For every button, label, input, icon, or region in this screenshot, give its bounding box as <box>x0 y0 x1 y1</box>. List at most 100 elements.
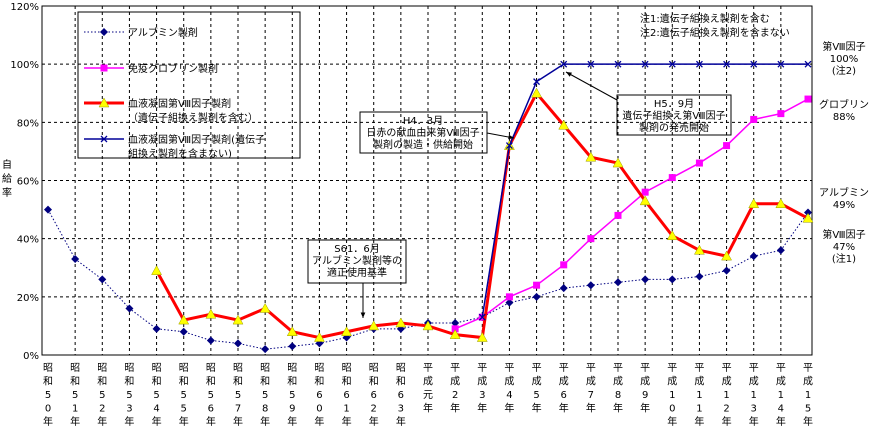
point <box>612 157 624 168</box>
x-tick-label: 平成 6 年 <box>559 363 569 415</box>
point <box>314 332 325 342</box>
point <box>749 252 758 261</box>
y-tick-label: 120% <box>10 2 39 13</box>
point <box>585 151 597 162</box>
point <box>205 308 217 319</box>
point <box>151 265 162 275</box>
note: 注2:遺伝子組換え製剤を含まない <box>640 26 790 39</box>
end-label-bg <box>816 98 870 126</box>
point <box>804 208 812 217</box>
end-label-bg <box>816 228 870 268</box>
x-tick-label: 昭和 5 1 年 <box>70 362 80 428</box>
point <box>531 87 542 98</box>
x-tick-label: 平成 3 年 <box>477 363 487 415</box>
point <box>668 60 676 68</box>
annotation: H4．3月日赤の献血由来第Ⅷ因子製剤の製造・供給開始 <box>366 115 479 151</box>
y-tick-label: 80% <box>17 118 39 129</box>
point <box>614 278 622 287</box>
point <box>775 198 787 209</box>
point <box>694 244 705 255</box>
end-label: グロブリン 88% <box>819 98 869 123</box>
x-tick-label: 昭和 5 0 年 <box>43 362 53 428</box>
point <box>614 211 622 219</box>
end-label-bg <box>816 186 870 214</box>
x-tick-label: 平成 1 4 年 <box>776 363 786 428</box>
arrow-head <box>508 134 514 140</box>
point <box>234 339 242 348</box>
annotation-box <box>307 239 407 284</box>
arrow-head <box>360 312 366 318</box>
x-tick-label: 平成 4 年 <box>504 363 514 415</box>
point <box>178 314 190 325</box>
point <box>777 60 785 68</box>
x-tick-label: 昭和 5 3 年 <box>124 362 134 428</box>
point <box>532 292 541 301</box>
y-tick-label: 60% <box>17 177 39 188</box>
series-line <box>454 98 809 330</box>
point <box>668 174 676 182</box>
point <box>666 230 678 241</box>
x-tick-label: 昭和 5 2 年 <box>97 362 107 428</box>
point <box>641 60 649 68</box>
point <box>802 212 814 223</box>
point <box>232 314 244 325</box>
x-tick-label: 昭和 5 4 年 <box>152 362 162 428</box>
point <box>722 266 731 275</box>
point <box>750 115 758 123</box>
point <box>533 281 541 289</box>
point <box>505 142 513 150</box>
point <box>639 195 651 206</box>
point <box>98 275 107 284</box>
legend-label: 免疫グロブリン製剤 <box>128 62 218 75</box>
end-label: アルブミン 49% <box>819 186 869 211</box>
point <box>723 142 731 150</box>
series-line <box>47 209 809 350</box>
x-tick-label: 昭和 6 2 年 <box>369 362 379 428</box>
x-tick-label: 平成 1 3 年 <box>749 363 759 428</box>
point <box>98 97 110 108</box>
end-label: 第Ⅷ因子 100% (注2) <box>822 40 865 77</box>
point <box>259 302 271 313</box>
end-label-bg <box>816 40 870 80</box>
point <box>614 60 622 68</box>
point <box>750 60 758 68</box>
point <box>587 60 595 68</box>
point <box>206 336 215 345</box>
x-tick-label: 昭和 6 1 年 <box>342 362 352 428</box>
x-tick-label: 平成 1 2 年 <box>722 363 732 428</box>
point <box>723 60 731 68</box>
point <box>368 320 380 331</box>
x-tick-label: 昭和 5 5 年 <box>179 362 189 428</box>
point <box>776 246 785 255</box>
x-tick-label: 平成元年 <box>423 363 433 415</box>
note: 注1:遺伝子組換え製剤を含む <box>640 12 770 25</box>
annotation: H5．9月遺伝子組換え第Ⅷ因子製剤の発売開始 <box>622 98 725 134</box>
point <box>695 60 703 68</box>
point <box>641 275 650 284</box>
y-tick-label: 100% <box>10 60 39 71</box>
point <box>125 304 134 313</box>
x-tick-label: 平成 1 5 年 <box>803 363 813 428</box>
point <box>721 250 732 261</box>
x-tick-label: 平成 1 0 年 <box>667 363 677 428</box>
point <box>695 272 704 281</box>
point <box>587 235 595 243</box>
x-tick-label: 平成 2 年 <box>450 363 460 415</box>
point <box>748 198 760 209</box>
x-tick-label: 平成 8 年 <box>613 363 623 415</box>
point <box>777 110 785 118</box>
y-axis-label: 自給率 <box>2 158 12 199</box>
point <box>152 324 161 333</box>
x-tick-label: 昭和 5 7 年 <box>233 362 243 428</box>
point <box>586 281 595 290</box>
point <box>179 327 188 336</box>
x-tick-label: 昭和 6 3 年 <box>396 362 406 428</box>
x-tick-label: 昭和 6 0 年 <box>314 362 324 428</box>
point <box>558 119 570 130</box>
point <box>695 159 703 167</box>
point <box>44 205 52 214</box>
y-tick-label: 40% <box>17 235 39 246</box>
point <box>533 78 541 86</box>
point <box>451 325 459 333</box>
